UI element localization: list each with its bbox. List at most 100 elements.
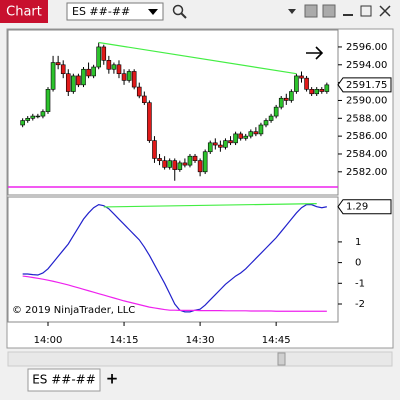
candle-body <box>142 95 147 103</box>
candle-body <box>223 140 228 148</box>
window-btn[interactable] <box>304 4 318 18</box>
candle-body <box>121 73 127 81</box>
candle-body <box>40 111 46 117</box>
x-tick-label: 14:45 <box>262 335 291 346</box>
candle-body <box>167 160 172 168</box>
candle-body <box>314 89 320 95</box>
x-tick-label: 14:30 <box>186 335 215 346</box>
candle-body <box>101 46 107 61</box>
close-btn[interactable] <box>379 5 391 17</box>
candle-body <box>182 162 188 166</box>
search-icon[interactable] <box>172 4 187 19</box>
series-line <box>22 204 327 313</box>
candle-body <box>20 120 25 126</box>
candle-body <box>202 151 208 173</box>
title-tab <box>0 0 48 23</box>
y-tick-label: 2582.00 <box>346 167 387 178</box>
candle-body <box>157 158 162 161</box>
candle-body <box>25 117 31 121</box>
candle-body <box>309 89 314 95</box>
tab[interactable] <box>27 368 101 392</box>
add-tab[interactable]: + <box>106 370 119 388</box>
title: Chart <box>6 5 42 20</box>
y-tick-label: 2588.00 <box>346 113 387 124</box>
copyright: © 2019 NinjaTrader, LLC <box>12 305 135 316</box>
y-tick-label: 2586.00 <box>346 131 387 142</box>
candle-body <box>197 160 203 173</box>
candle-body <box>131 71 137 88</box>
menu-arrow[interactable] <box>288 9 296 14</box>
candle-body <box>81 68 86 86</box>
candle-body <box>172 160 178 170</box>
candle-body <box>263 120 269 126</box>
candle-body <box>233 133 238 144</box>
candle-body <box>213 142 218 146</box>
candle-body <box>86 68 91 77</box>
candle-body <box>248 131 254 137</box>
candle-body <box>283 97 289 101</box>
candle-body <box>228 140 233 144</box>
candle-body <box>65 73 71 92</box>
candle-body <box>258 124 264 135</box>
candle-body <box>111 64 117 70</box>
instrument: ES ##-## <box>72 5 130 18</box>
window-btn[interactable] <box>322 4 336 18</box>
candle-body <box>324 84 330 92</box>
candle-body <box>60 64 66 75</box>
x-tick-label: 14:00 <box>34 335 63 346</box>
y-tick-label: 1 <box>355 237 361 248</box>
candle-body <box>289 91 294 101</box>
candle-body <box>71 75 76 92</box>
current-price-box <box>337 77 392 93</box>
scroll-right-icon[interactable] <box>306 46 324 60</box>
candle-body <box>187 155 193 166</box>
current-value: 1.29 <box>346 202 368 213</box>
dropdown-arrow <box>148 9 158 15</box>
candle-body <box>162 160 167 168</box>
candle-body <box>91 66 96 77</box>
candle-body <box>96 46 101 68</box>
candle-body <box>278 97 284 108</box>
candle-body <box>294 75 299 92</box>
y-tick-label: -2 <box>355 299 365 310</box>
candle-body <box>299 75 304 79</box>
candle-body <box>268 115 274 121</box>
trendline <box>103 203 317 208</box>
candle-body <box>45 89 51 112</box>
y-tick-label: 2584.00 <box>346 149 387 160</box>
candle-body <box>152 140 157 159</box>
y-tick-label: 2596.00 <box>346 42 387 53</box>
scroll-thumb[interactable] <box>277 352 286 366</box>
scrollbar[interactable] <box>7 351 393 367</box>
candle-body <box>319 89 325 92</box>
y-tick-label: 0 <box>355 258 361 269</box>
candle-body <box>238 133 243 139</box>
y-tick-label: 2594.00 <box>346 60 387 71</box>
trendline <box>98 41 297 75</box>
candle-body <box>126 71 132 81</box>
current-price: 2591.75 <box>346 80 387 91</box>
candle-body <box>304 77 309 90</box>
candle-body <box>218 144 223 148</box>
tab-label[interactable]: ES ##-## <box>32 373 96 387</box>
candle-body <box>35 115 41 118</box>
candle-body <box>30 115 36 119</box>
candle-body <box>50 62 56 90</box>
candle-body <box>147 102 152 141</box>
candle-body <box>192 155 198 161</box>
maximize-btn[interactable] <box>360 5 372 17</box>
candle-body <box>106 60 112 70</box>
candle-body <box>273 106 279 117</box>
candle-body <box>76 75 81 86</box>
candle-body <box>207 142 213 153</box>
candle-body <box>55 62 61 66</box>
candle-body <box>136 86 142 97</box>
y-tick-label: -1 <box>355 278 365 289</box>
candle-body <box>116 64 122 75</box>
instrument-selector[interactable] <box>66 2 164 21</box>
candle-body <box>243 135 249 139</box>
candle-body <box>177 162 183 170</box>
candle-body <box>253 131 259 135</box>
y-tick-label: 2590.00 <box>346 95 387 106</box>
